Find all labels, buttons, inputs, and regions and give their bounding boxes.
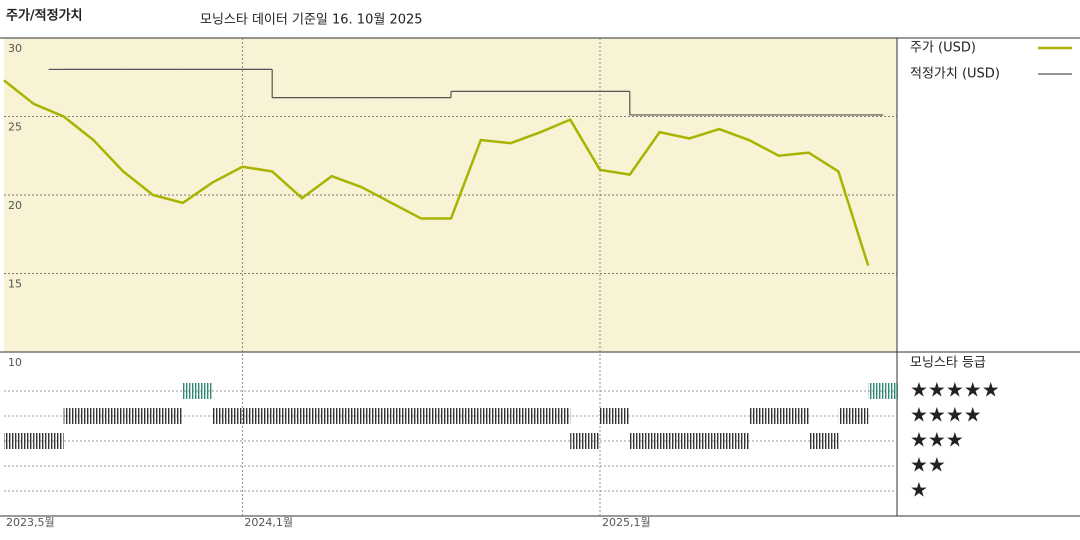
rating-label: ★★★★★ [910, 378, 1000, 402]
rating-bar [63, 408, 94, 424]
rating-title: 모닝스타 등급 [910, 356, 986, 371]
rating-bar [659, 433, 690, 449]
rating-bar [540, 408, 571, 424]
rating-bar [600, 408, 630, 424]
y-tick-label: 15 [8, 278, 22, 291]
rating-bar [93, 408, 124, 424]
rating-bar [272, 408, 302, 424]
rating-bar [838, 408, 869, 424]
rating-bar [689, 433, 720, 449]
rating-label: ★★ [910, 453, 946, 477]
rating-label: ★★★★ [910, 403, 982, 427]
y-tick-label: 10 [8, 356, 22, 369]
rating-bar [153, 408, 183, 424]
x-tick-label: 2025,1월 [602, 516, 651, 529]
rating-bar [749, 408, 779, 424]
price-line [3, 79, 870, 267]
rating-bar [719, 433, 749, 449]
rating-bar [480, 408, 511, 424]
x-tick-label: 2023,5월 [6, 516, 55, 529]
rating-bar [778, 408, 809, 424]
rating-label: ★★★ [910, 428, 964, 452]
rating-bar [242, 408, 273, 424]
y-tick-label: 25 [8, 121, 22, 134]
rating-bar [510, 408, 541, 424]
rating-bar [361, 408, 392, 424]
rating-bar [421, 408, 451, 424]
rating-bar [302, 408, 332, 424]
rating-bar [391, 408, 422, 424]
rating-bar [808, 433, 839, 449]
legend-label: 주가 (USD) [910, 41, 976, 56]
rating-bar [331, 408, 362, 424]
legend-label: 적정가치 (USD) [910, 67, 1000, 82]
rating-bar [570, 433, 600, 449]
rating-bar [4, 433, 34, 449]
y-tick-label: 30 [8, 42, 22, 55]
rating-bar [182, 383, 213, 399]
y-tick-label: 20 [8, 199, 22, 212]
x-tick-label: 2024,1월 [244, 516, 293, 529]
chart-title: 주가/적정가치 [6, 8, 83, 24]
rating-bar [212, 408, 243, 424]
rating-bar [629, 433, 660, 449]
rating-bar [451, 408, 481, 424]
rating-bar [33, 433, 64, 449]
rating-label: ★ [910, 478, 928, 502]
rating-bar [123, 408, 153, 424]
subtitle: 모닝스타 데이터 기준일 16. 10월 2025 [200, 13, 423, 28]
rating-bar [868, 383, 898, 399]
